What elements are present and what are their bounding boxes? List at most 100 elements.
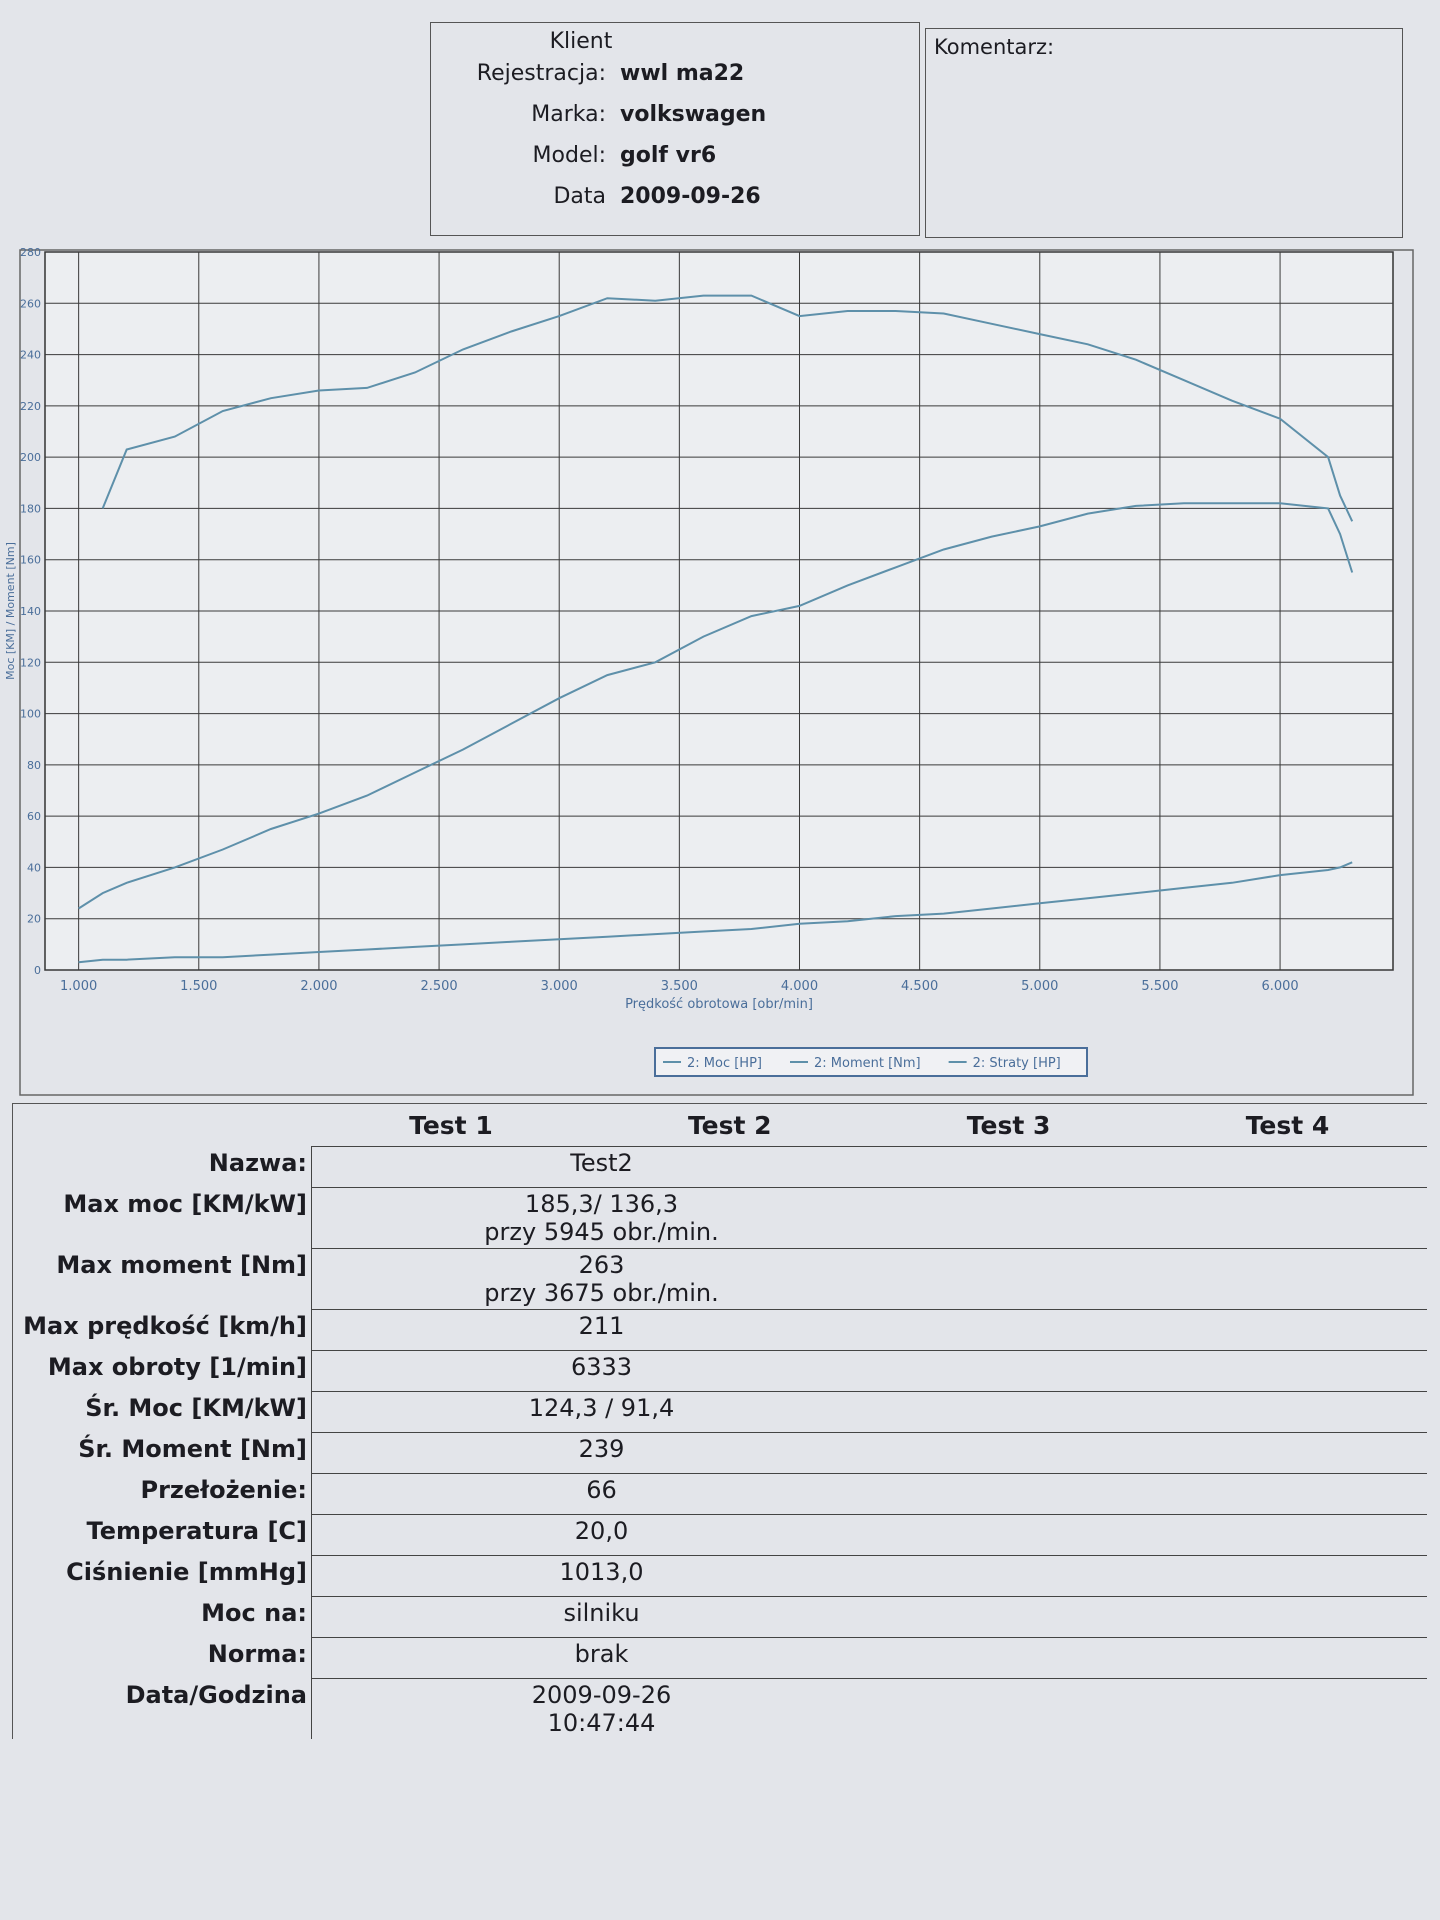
results-table: Test 1 Test 2 Test 3 Test 4 Nazwa: Test2 Max m… — [12, 1103, 1427, 1739]
field-label: Model: — [532, 143, 606, 168]
row-value: brak — [311, 1637, 1427, 1679]
x-tick-label: 3.500 — [661, 979, 698, 994]
chart-frame — [19, 249, 1414, 1096]
row-value: 2009-09-26 10:47:44 — [311, 1678, 1427, 1739]
value-line: 263 — [578, 1251, 625, 1279]
y-tick-label: 180 — [20, 502, 41, 515]
field-label: Data — [553, 184, 606, 209]
field-row: Model: golf vr6 — [431, 143, 901, 168]
x-tick-label: 2.500 — [420, 979, 457, 994]
row-value: 1013,0 — [311, 1555, 1427, 1597]
row-value: 185,3/ 136,3 przy 5945 obr./min. — [311, 1187, 1427, 1249]
y-tick-label: 80 — [27, 759, 41, 772]
value-line: 211 — [578, 1312, 625, 1340]
row-value: 211 — [311, 1309, 1427, 1351]
field-value: wwl ma22 — [620, 61, 745, 86]
y-tick-label: 20 — [27, 913, 41, 926]
y-tick-label: 120 — [20, 656, 41, 669]
row-label: Max obroty [1/min] — [13, 1350, 312, 1392]
y-tick-label: 140 — [20, 605, 41, 618]
y-tick-label: 100 — [20, 708, 41, 721]
row-value: 263 przy 3675 obr./min. — [311, 1248, 1427, 1310]
value-line: 6333 — [570, 1353, 633, 1381]
row-label: Max prędkość [km/h] — [13, 1309, 312, 1351]
value-line: 66 — [586, 1476, 617, 1504]
comment-box: Komentarz: — [925, 28, 1403, 238]
column-header: Test 3 — [966, 1110, 1051, 1140]
comment-label: Komentarz: — [934, 35, 1055, 59]
row-value: 124,3 / 91,4 — [311, 1391, 1427, 1433]
header-row: Test 1 Test 2 Test 3 Test 4 — [13, 1104, 1427, 1147]
legend-label: 2: Straty [HP] — [973, 1056, 1061, 1071]
y-tick-label: 40 — [27, 861, 41, 874]
series-line — [78, 502, 1354, 910]
series-line — [101, 294, 1354, 522]
value-line: Test2 — [570, 1149, 633, 1177]
client-title: Klient — [549, 29, 613, 54]
table-row: Śr. Moment [Nm] 239 — [13, 1432, 1427, 1474]
table-row: Przełożenie: 66 — [13, 1473, 1427, 1515]
field-value: golf vr6 — [620, 143, 717, 168]
row-value: 6333 — [311, 1350, 1427, 1392]
value-line: 10:47:44 — [547, 1709, 656, 1737]
row-value: 20,0 — [311, 1514, 1427, 1556]
x-tick-label: 4.500 — [901, 979, 938, 994]
row-label: Nazwa: — [13, 1146, 312, 1188]
column-header: Test 4 — [1245, 1110, 1330, 1140]
table-row: Nazwa: Test2 — [13, 1146, 1427, 1188]
y-tick-label: 200 — [20, 451, 41, 464]
value-line: 185,3/ 136,3 — [524, 1190, 679, 1218]
x-tick-label: 1.500 — [180, 979, 217, 994]
value-line: przy 3675 obr./min. — [484, 1279, 719, 1307]
table-row: Śr. Moc [KM/kW] 124,3 / 91,4 — [13, 1391, 1427, 1433]
field-label: Marka: — [531, 102, 606, 127]
x-tick-label: 6.000 — [1261, 979, 1298, 994]
row-value: Test2 — [311, 1146, 1427, 1188]
x-tick-label: 2.000 — [300, 979, 337, 994]
x-tick-label: 5.000 — [1021, 979, 1058, 994]
x-tick-label: 4.000 — [781, 979, 818, 994]
legend-label: 2: Moc [HP] — [687, 1056, 762, 1071]
value-line: 2009-09-26 — [531, 1681, 672, 1709]
table-row: Max moc [KM/kW] 185,3/ 136,3 przy 5945 obr… — [13, 1187, 1427, 1249]
field-value: volkswagen — [620, 102, 767, 127]
row-label: Temperatura [C] — [13, 1514, 312, 1556]
row-label: Norma: — [13, 1637, 312, 1679]
column-header: Test 2 — [687, 1110, 772, 1140]
row-value: 66 — [311, 1473, 1427, 1515]
y-tick-label: 240 — [20, 349, 41, 362]
field-row: Rejestracja: wwl ma22 — [431, 61, 901, 86]
value-line: 239 — [578, 1435, 625, 1463]
y-tick-label: 260 — [20, 297, 41, 310]
y-axis-label: Moc [KM] / Moment [Nm] — [4, 542, 17, 680]
x-tick-label: 5.500 — [1141, 979, 1178, 994]
row-value: 239 — [311, 1432, 1427, 1474]
value-line: 124,3 / 91,4 — [528, 1394, 675, 1422]
field-row: Data 2009-09-26 — [431, 184, 901, 209]
value-line: brak — [574, 1640, 629, 1668]
chart: 0 20 40 60 80 100 120 140 160 180 200 220 240 260 280 1… — [4, 246, 1414, 1096]
x-axis-label: Prędkość obrotowa [obr/min] — [625, 997, 813, 1012]
field-label: Rejestracja: — [476, 61, 606, 86]
value-line: przy 5945 obr./min. — [484, 1218, 719, 1246]
value-line: 20,0 — [574, 1517, 629, 1545]
row-label: Ciśnienie [mmHg] — [13, 1555, 312, 1597]
field-row: Marka: volkswagen — [431, 102, 901, 127]
table-row: Max prędkość [km/h] 211 — [13, 1309, 1427, 1351]
row-label: Przełożenie: — [13, 1473, 312, 1515]
table-row: Moc na: silniku — [13, 1596, 1427, 1638]
corner-cell — [13, 1104, 312, 1147]
client-box: Klient Rejestracja: wwl ma22 Marka: volkswa… — [430, 22, 920, 236]
legend-box — [654, 1047, 1088, 1077]
table-row: Ciśnienie [mmHg] 1013,0 — [13, 1555, 1427, 1597]
table-row: Max moment [Nm] 263 przy 3675 obr./min. — [13, 1248, 1427, 1310]
table-row: Temperatura [C] 20,0 — [13, 1514, 1427, 1556]
legend-label: 2: Moment [Nm] — [814, 1056, 921, 1071]
column-header: Test 1 — [409, 1110, 493, 1140]
y-tick-label: 60 — [27, 810, 41, 823]
row-label: Max moment [Nm] — [13, 1248, 312, 1310]
row-label: Śr. Moc [KM/kW] — [13, 1391, 312, 1433]
table-row: Norma: brak — [13, 1637, 1427, 1679]
y-tick-label: 0 — [34, 964, 41, 977]
table-row: Data/Godzina 2009-09-26 10:47:44 — [13, 1678, 1427, 1739]
